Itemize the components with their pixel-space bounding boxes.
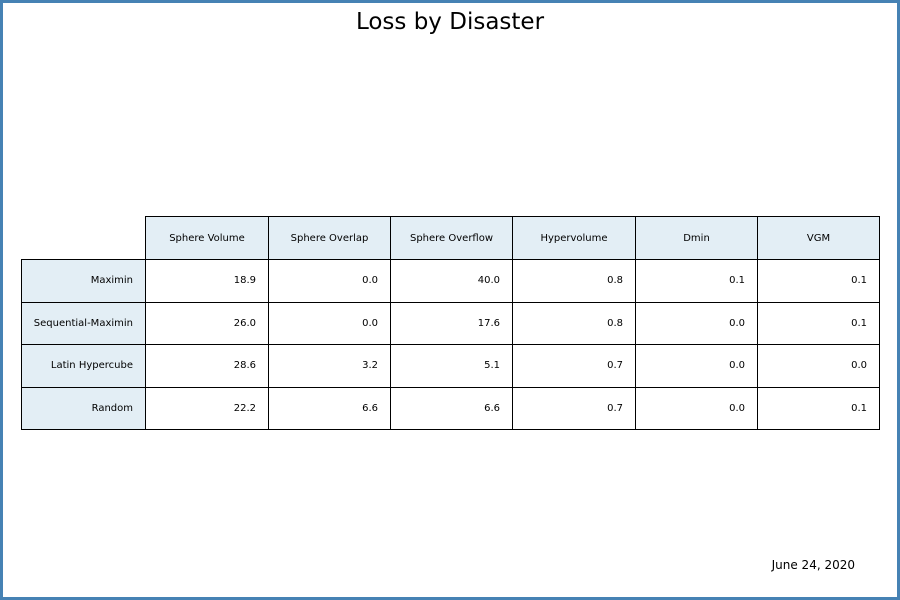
table-cell: 0.1 xyxy=(757,386,880,430)
table-cell: 0.1 xyxy=(757,301,880,345)
column-header: Hypervolume xyxy=(512,216,636,260)
table-cell: 0.1 xyxy=(635,259,758,303)
table-cell: 22.2 xyxy=(145,386,269,430)
table-cell: 0.0 xyxy=(757,344,880,388)
table-row: Latin Hypercube 28.6 3.2 5.1 0.7 0.0 0.0 xyxy=(21,344,880,388)
chart-title: Loss by Disaster xyxy=(355,9,545,35)
table-row: Sequential-Maximin 26.0 0.0 17.6 0.8 0.0… xyxy=(21,301,880,345)
table-cell: 28.6 xyxy=(145,344,269,388)
table-cell: 18.9 xyxy=(145,259,269,303)
table-row: Random 22.2 6.6 6.6 0.7 0.0 0.1 xyxy=(21,386,880,430)
row-header: Random xyxy=(21,386,146,430)
column-header: Sphere Overflow xyxy=(390,216,513,260)
table-cell: 6.6 xyxy=(268,386,391,430)
table-cell: 0.0 xyxy=(268,259,391,303)
header-row: Sphere Volume Sphere Overlap Sphere Over… xyxy=(22,216,880,260)
table-row: Maximin 18.9 0.0 40.0 0.8 0.1 0.1 xyxy=(21,259,880,303)
date-label: June 24, 2020 xyxy=(771,558,855,572)
table-cell: 0.8 xyxy=(512,301,636,345)
table-cell: 0.0 xyxy=(635,386,758,430)
row-header: Sequential-Maximin xyxy=(21,301,146,345)
row-header: Maximin xyxy=(21,259,146,303)
table-corner xyxy=(22,217,146,260)
table-cell: 6.6 xyxy=(390,386,513,430)
table-cell: 26.0 xyxy=(145,301,269,345)
table-cell: 40.0 xyxy=(390,259,513,303)
table-cell: 0.8 xyxy=(512,259,636,303)
column-header: Sphere Volume xyxy=(145,216,269,260)
table-cell: 3.2 xyxy=(268,344,391,388)
table-cell: 0.1 xyxy=(757,259,880,303)
results-table: Sphere Volume Sphere Overlap Sphere Over… xyxy=(21,216,880,430)
column-header: Dmin xyxy=(635,216,758,260)
column-header: VGM xyxy=(757,216,880,260)
table-cell: 0.0 xyxy=(635,301,758,345)
table-cell: 0.0 xyxy=(635,344,758,388)
table-cell: 0.7 xyxy=(512,344,636,388)
table-cell: 0.0 xyxy=(268,301,391,345)
table-cell: 5.1 xyxy=(390,344,513,388)
row-header: Latin Hypercube xyxy=(21,344,146,388)
table-cell: 0.7 xyxy=(512,386,636,430)
table-cell: 17.6 xyxy=(390,301,513,345)
column-header: Sphere Overlap xyxy=(268,216,391,260)
